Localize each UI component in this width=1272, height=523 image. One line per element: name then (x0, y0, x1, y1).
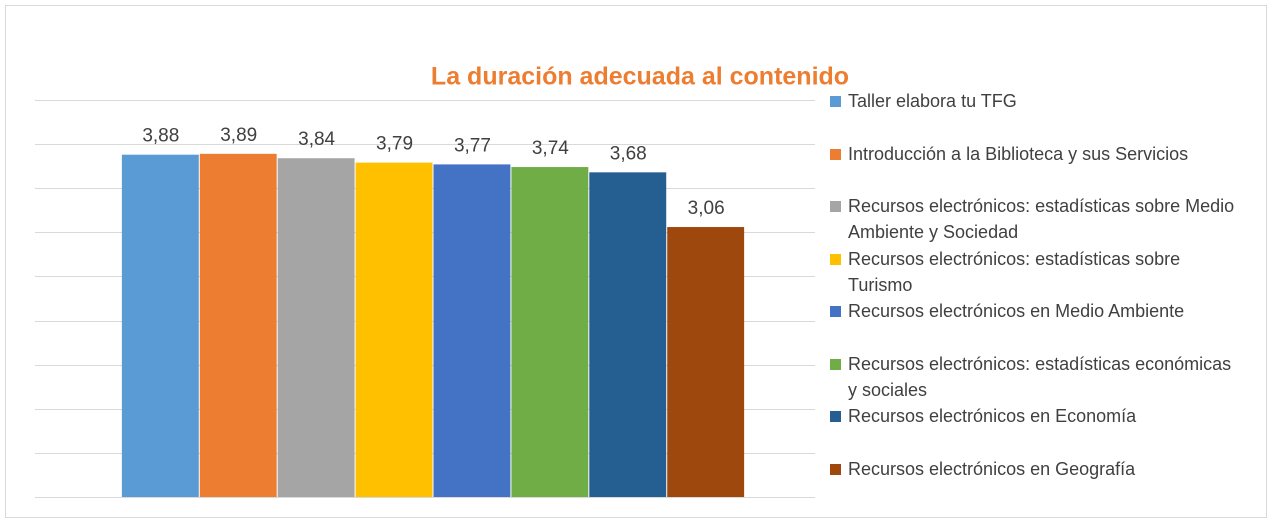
legend-swatch (830, 201, 841, 212)
legend-item: Taller elabora tu TFG (830, 88, 1240, 114)
data-label: 3,89 (220, 125, 257, 146)
legend-label: Recursos electrónicos en Geografía (848, 458, 1136, 479)
data-label: 3,79 (376, 134, 413, 155)
legend-swatch (830, 96, 841, 107)
bar (277, 158, 355, 497)
legend-swatch (830, 148, 841, 160)
legend-swatch (830, 253, 841, 265)
legend-swatch (830, 411, 841, 422)
data-label: 3,06 (688, 198, 725, 219)
data-label: 3,74 (532, 138, 569, 159)
data-label: 3,77 (454, 135, 491, 156)
bar (121, 154, 199, 497)
legend-item: Recursos electrónicos: estadísticas sobr… (830, 193, 1240, 245)
legend-label: Taller elabora tu TFG (848, 91, 1017, 111)
legend-swatch (830, 306, 841, 317)
legend-label: Recursos electrónicos: estadísticas sobr… (848, 196, 1235, 242)
data-label: 3,68 (610, 143, 647, 164)
bar (355, 162, 433, 498)
legend-label: Recursos electrónicos en Medio Ambiente (848, 301, 1185, 321)
bar (589, 172, 667, 497)
data-label: 3,88 (142, 126, 179, 147)
legend-label: Recursos electrónicos: estadísticas econ… (848, 353, 1232, 400)
legend-label: Introducción a la Biblioteca y sus Servi… (848, 143, 1189, 164)
data-label: 3,84 (298, 129, 335, 150)
bar (667, 227, 745, 498)
legend-item: Recursos electrónicos en Geografía (830, 456, 1240, 482)
legend-label: Recursos electrónicos en Economía (848, 406, 1137, 426)
chart-title: La duración adecuada al contenido (431, 63, 849, 91)
legend-swatch (830, 358, 841, 370)
bar (433, 164, 511, 497)
legend-item: Recursos electrónicos: estadísticas econ… (830, 351, 1240, 403)
bar (511, 167, 589, 497)
legend-item: Introducción a la Biblioteca y sus Servi… (830, 141, 1240, 167)
legend-item: Recursos electrónicos en Medio Ambiente (830, 298, 1240, 324)
legend-swatch (830, 463, 841, 475)
legend-item: Recursos electrónicos en Economía (830, 403, 1240, 429)
legend-label: Recursos electrónicos: estadísticas sobr… (848, 248, 1181, 295)
legend-item: Recursos electrónicos: estadísticas sobr… (830, 246, 1240, 298)
bar (199, 153, 277, 497)
